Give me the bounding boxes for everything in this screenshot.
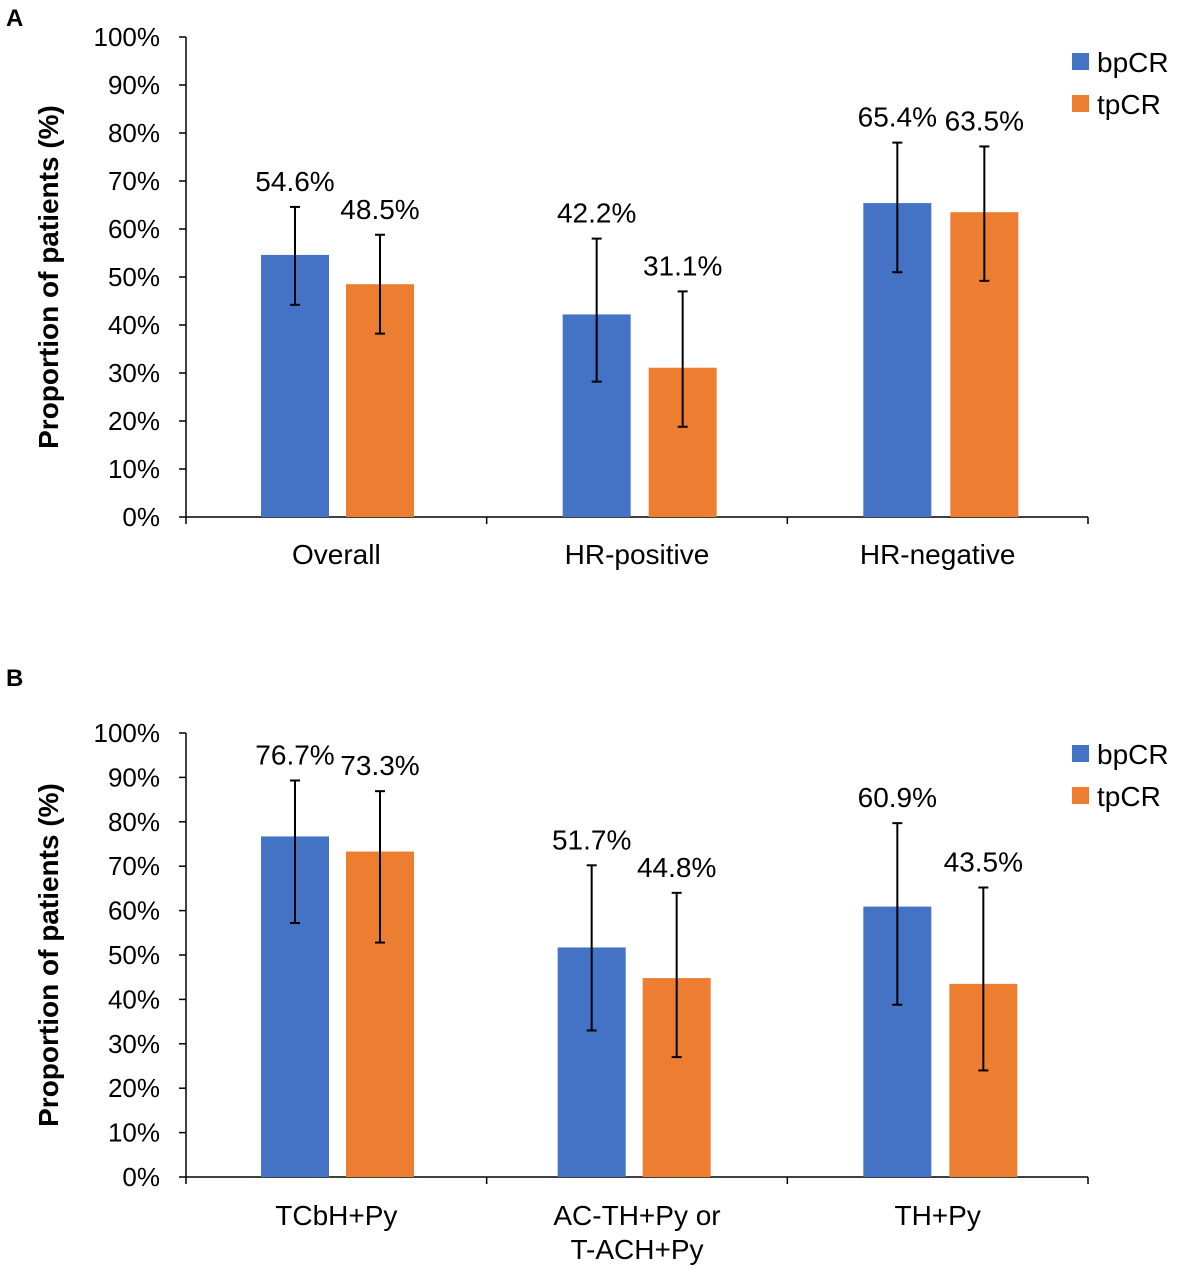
x-category-label: AC-TH+Py or bbox=[553, 1200, 720, 1231]
y-tick-label: 40% bbox=[108, 310, 160, 340]
legend-swatch-tpcr bbox=[1072, 787, 1089, 804]
x-category-label: T-ACH+Py bbox=[570, 1234, 703, 1265]
legend-swatch-bpcr bbox=[1072, 745, 1089, 762]
y-axis-label: Proportion of patients (%) bbox=[33, 105, 64, 449]
legend-label-tpcr: tpCR bbox=[1097, 781, 1161, 812]
data-label-tpcr: 31.1% bbox=[643, 250, 722, 281]
x-category-label: TH+Py bbox=[894, 1200, 980, 1231]
y-tick-label: 80% bbox=[108, 807, 160, 837]
y-tick-label: 30% bbox=[108, 358, 160, 388]
y-axis-label: Proportion of patients (%) bbox=[33, 783, 64, 1127]
data-label-tpcr: 44.8% bbox=[637, 852, 716, 883]
y-tick-label: 70% bbox=[108, 851, 160, 881]
x-category-label: TCbH+Py bbox=[275, 1200, 397, 1231]
data-label-bpcr: 54.6% bbox=[255, 166, 334, 197]
legend-swatch-tpcr bbox=[1072, 95, 1089, 112]
panel-b: B Proportion of patients (%) 0% 10% 20% 30% 40… bbox=[6, 665, 1169, 1265]
data-label-bpcr: 60.9% bbox=[858, 782, 937, 813]
y-tick-label: 50% bbox=[108, 940, 160, 970]
y-tick-label: 60% bbox=[108, 896, 160, 926]
legend-label-bpcr: bpCR bbox=[1097, 47, 1169, 78]
x-category-label: HR-positive bbox=[565, 539, 710, 570]
y-tick-label: 0% bbox=[122, 1162, 160, 1192]
legend-label-tpcr: tpCR bbox=[1097, 89, 1161, 120]
y-tick-label: 90% bbox=[108, 70, 160, 100]
y-tick-label: 30% bbox=[108, 1029, 160, 1059]
y-tick-label: 80% bbox=[108, 118, 160, 148]
y-tick-label: 10% bbox=[108, 454, 160, 484]
y-tick-label: 20% bbox=[108, 406, 160, 436]
data-label-bpcr: 42.2% bbox=[557, 198, 636, 229]
y-tick-label: 50% bbox=[108, 262, 160, 292]
y-tick-label: 70% bbox=[108, 166, 160, 196]
panel-a: A Proportion of patients (%) 0% 10% 20% 30% 40… bbox=[6, 5, 1169, 570]
x-category-label: Overall bbox=[292, 539, 381, 570]
legend-swatch-bpcr bbox=[1072, 53, 1089, 70]
y-tick-label: 100% bbox=[94, 718, 161, 748]
y-tick-label: 10% bbox=[108, 1118, 160, 1148]
data-label-tpcr: 48.5% bbox=[340, 194, 419, 225]
data-label-bpcr: 51.7% bbox=[552, 824, 631, 855]
y-tick-label: 90% bbox=[108, 762, 160, 792]
x-category-label: HR-negative bbox=[860, 539, 1016, 570]
y-tick-label: 60% bbox=[108, 214, 160, 244]
legend-label-bpcr: bpCR bbox=[1097, 739, 1169, 770]
data-label-tpcr: 63.5% bbox=[945, 105, 1024, 136]
data-label-bpcr: 65.4% bbox=[858, 102, 937, 133]
y-tick-label: 0% bbox=[122, 502, 160, 532]
panel-letter: A bbox=[6, 5, 23, 32]
y-tick-label: 40% bbox=[108, 984, 160, 1014]
y-tick-label: 20% bbox=[108, 1073, 160, 1103]
data-label-bpcr: 76.7% bbox=[255, 740, 334, 771]
panel-letter: B bbox=[6, 665, 23, 692]
data-label-tpcr: 43.5% bbox=[944, 847, 1023, 878]
y-tick-label: 100% bbox=[94, 22, 161, 52]
data-label-tpcr: 73.3% bbox=[340, 750, 419, 781]
